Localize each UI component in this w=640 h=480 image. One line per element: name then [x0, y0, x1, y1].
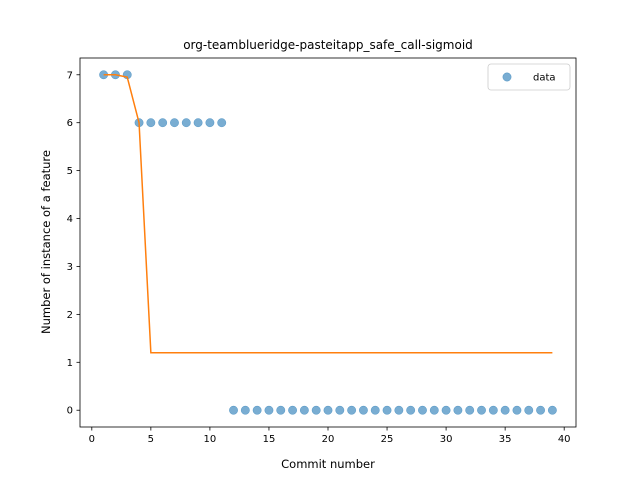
- data-point: [193, 118, 203, 128]
- data-point: [488, 405, 498, 415]
- y-axis-title: Number of instance of a feature: [39, 150, 53, 334]
- data-point: [205, 118, 215, 128]
- x-tick-label: 20: [322, 434, 335, 445]
- x-tick-label: 10: [204, 434, 217, 445]
- y-tick-label: 6: [67, 118, 73, 129]
- data-point: [524, 405, 534, 415]
- y-tick-label: 0: [67, 406, 73, 417]
- data-point: [335, 405, 345, 415]
- data-point: [512, 405, 522, 415]
- data-point: [217, 118, 227, 128]
- x-tick-label: 25: [381, 434, 394, 445]
- data-point: [465, 405, 475, 415]
- data-point: [288, 405, 298, 415]
- y-tick-label: 2: [67, 310, 73, 321]
- data-point: [158, 118, 168, 128]
- data-point: [323, 405, 333, 415]
- x-tick-label: 35: [499, 434, 512, 445]
- x-tick-label: 40: [558, 434, 571, 445]
- y-tick-label: 7: [67, 70, 73, 81]
- x-tick-label: 15: [263, 434, 276, 445]
- data-point: [477, 405, 486, 415]
- data-point: [441, 405, 451, 415]
- data-point: [406, 405, 416, 415]
- data-point: [347, 405, 357, 415]
- y-tick-label: 1: [67, 358, 73, 369]
- y-tick-label: 5: [67, 166, 73, 177]
- legend-label: data: [533, 73, 556, 84]
- data-point: [311, 405, 321, 415]
- data-point: [252, 405, 262, 415]
- x-tick-label: 30: [440, 434, 453, 445]
- legend-box: [487, 63, 571, 91]
- data-point: [370, 405, 380, 415]
- data-point: [547, 405, 557, 415]
- data-point: [229, 405, 238, 415]
- data-point: [536, 405, 546, 415]
- x-tick-label: 5: [148, 434, 154, 445]
- data-point: [146, 118, 156, 128]
- y-tick-label: 4: [67, 214, 73, 225]
- chart-title: org-teamblueridge-pasteitapp_safe_call-s…: [183, 38, 473, 52]
- data-point: [276, 405, 286, 415]
- data-point: [453, 405, 463, 415]
- data-point: [429, 405, 439, 415]
- plot-frame: [79, 57, 577, 428]
- x-tick-label: 0: [89, 434, 95, 445]
- data-point: [299, 405, 309, 415]
- data-point: [500, 405, 510, 415]
- data-point: [394, 405, 404, 415]
- x-axis-title: Commit number: [281, 457, 375, 471]
- y-tick-label: 3: [67, 262, 73, 273]
- data-point: [170, 118, 179, 128]
- data-point: [358, 405, 368, 415]
- data-point: [181, 118, 191, 128]
- data-point: [382, 405, 392, 415]
- legend-marker: [502, 72, 512, 82]
- data-point: [418, 405, 427, 415]
- fit-line: [103, 74, 553, 354]
- data-point: [264, 405, 274, 415]
- data-point: [240, 405, 250, 415]
